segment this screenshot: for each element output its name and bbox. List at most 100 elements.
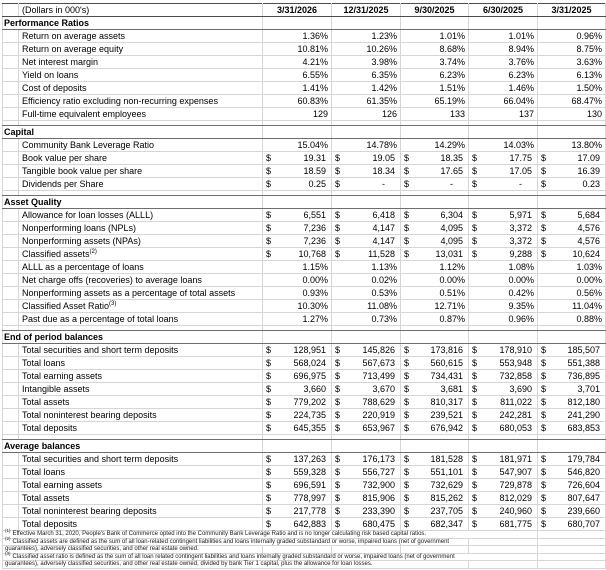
dollar-sign: $ <box>472 210 478 220</box>
table-row: Total loans $568,024 $567,673 $560,615 $553,… <box>2 356 606 370</box>
cell-amount: 242,281 <box>499 410 532 420</box>
table-row: Full-time equivalent employees 129 126 133 1… <box>2 107 606 121</box>
accounting-cell: $726,604 <box>539 480 605 491</box>
cell-value: $559,328 <box>262 465 332 479</box>
row-label-text: Past due as a percentage of total loans <box>22 314 179 324</box>
indent-cell <box>2 343 19 357</box>
accounting-cell: $4,576 <box>539 236 605 247</box>
accounting-cell: $5,684 <box>539 210 605 221</box>
dollar-sign: $ <box>472 467 478 477</box>
accounting-cell: $4,147 <box>333 236 400 247</box>
footnote-empty-cell <box>537 560 606 569</box>
dollar-sign: $ <box>541 384 547 394</box>
cell-amount: 559,328 <box>293 467 326 477</box>
dollar-sign: $ <box>335 223 341 233</box>
accounting-cell: $220,919 <box>333 410 400 421</box>
cell-value: 0.88% <box>537 312 606 326</box>
cell-amount: 237,705 <box>430 506 463 516</box>
table-row: Total deposits $642,883 $680,475 $682,347 $6… <box>2 517 606 531</box>
cell-amount: 11,528 <box>368 249 395 259</box>
cell-amount: 4,576 <box>577 223 600 233</box>
cell-value: $17.75 <box>468 151 538 165</box>
cell-value: $815,262 <box>400 491 469 505</box>
dollar-sign: $ <box>541 236 547 246</box>
table-row: Total noninterest bearing deposits $217,7… <box>2 504 606 518</box>
cell-amount: 788,629 <box>362 397 395 407</box>
cell-amount: 239,660 <box>567 506 600 516</box>
cell-value: 3.74% <box>400 55 469 69</box>
cell-value: 11.04% <box>537 299 606 313</box>
section-title: End of period balances <box>2 330 263 344</box>
dollar-sign: $ <box>335 210 341 220</box>
accounting-cell: $10,624 <box>539 249 605 260</box>
dollar-sign: $ <box>266 223 272 233</box>
cell-amount: 239,521 <box>430 410 463 420</box>
accounting-cell: $185,507 <box>539 345 605 356</box>
cell-value: $729,878 <box>468 478 538 492</box>
row-label-text: Return on average assets <box>22 31 126 41</box>
cell-amount: 233,390 <box>362 506 395 516</box>
footnote: (2)Classified assets are defined as the … <box>2 536 469 546</box>
date-column-header: 3/31/2026 <box>262 3 332 17</box>
dollar-sign: $ <box>541 397 547 407</box>
cell-amount: 732,858 <box>499 371 532 381</box>
accounting-cell: $732,900 <box>333 480 400 491</box>
row-label: Net charge offs (recoveries) to average … <box>18 273 263 287</box>
table-row: Nonperforming loans (NPLs) $7,236 $4,147 $4… <box>2 221 606 235</box>
footnote: guarantees), adversely classified securi… <box>2 545 263 554</box>
accounting-cell: $179,784 <box>539 454 605 465</box>
cell-value: $3,670 <box>331 382 401 396</box>
cell-value: $233,390 <box>331 504 401 518</box>
dollar-sign: $ <box>404 179 410 189</box>
cell-value: $567,673 <box>331 356 401 370</box>
indent-cell <box>2 81 19 95</box>
accounting-cell: $556,727 <box>333 467 400 478</box>
cell-amount: 13,031 <box>435 249 463 259</box>
accounting-cell: $17.65 <box>402 166 468 177</box>
indent-cell <box>2 286 19 300</box>
footnote: guarantees), adversely classified securi… <box>2 560 469 569</box>
table-row: Community Bank Leverage Ratio 15.04% 14.78… <box>2 138 606 152</box>
cell-amount: 18.35 <box>440 153 463 163</box>
accounting-cell: $551,101 <box>402 467 468 478</box>
section-empty-cell <box>262 439 332 453</box>
cell-amount: 220,919 <box>362 410 395 420</box>
accounting-cell: $3,670 <box>333 384 400 395</box>
cell-amount: 181,528 <box>430 454 463 464</box>
dollar-sign: $ <box>266 384 272 394</box>
accounting-cell: $683,853 <box>539 423 605 434</box>
table-row: Total securities and short term deposits… <box>2 343 606 357</box>
dollar-sign: $ <box>404 210 410 220</box>
cell-value: $736,895 <box>537 369 606 383</box>
row-label: Total deposits <box>18 421 263 435</box>
row-label: Yield on loans <box>18 68 263 82</box>
cell-amount: 17.65 <box>440 166 463 176</box>
cell-value: 0.00% <box>537 273 606 287</box>
cell-value: 6.35% <box>331 68 401 82</box>
indent-cell <box>2 491 19 505</box>
accounting-cell: $181,971 <box>470 454 537 465</box>
cell-value: $185,507 <box>537 343 606 357</box>
row-label-text: Nonperforming assets (NPAs) <box>22 236 141 246</box>
row-label: Nonperforming assets (NPAs) <box>18 234 263 248</box>
footnote-empty-cell <box>331 545 401 554</box>
dollar-sign: $ <box>266 249 272 259</box>
cell-value: $19.05 <box>331 151 401 165</box>
accounting-cell: $6,304 <box>402 210 468 221</box>
cell-value: $653,967 <box>331 421 401 435</box>
accounting-cell: $13,031 <box>402 249 468 260</box>
cell-value: $4,095 <box>400 221 469 235</box>
cell-value: $788,629 <box>331 395 401 409</box>
dollar-sign: $ <box>404 166 410 176</box>
table-row: Total deposits $645,355 $653,967 $676,942 $6… <box>2 421 606 435</box>
row-label-text: Allowance for loan losses (ALLL) <box>22 210 154 220</box>
cell-value: $5,684 <box>537 208 606 222</box>
dollar-sign: $ <box>472 179 478 189</box>
row-label: Total noninterest bearing deposits <box>18 504 263 518</box>
row-label: Total loans <box>18 356 263 370</box>
cell-value: $0.23 <box>537 177 606 191</box>
cell-value: $713,499 <box>331 369 401 383</box>
dollar-sign: $ <box>404 358 410 368</box>
footnote-row: guarantees), adversely classified securi… <box>2 545 606 554</box>
section-empty-cell <box>537 439 606 453</box>
